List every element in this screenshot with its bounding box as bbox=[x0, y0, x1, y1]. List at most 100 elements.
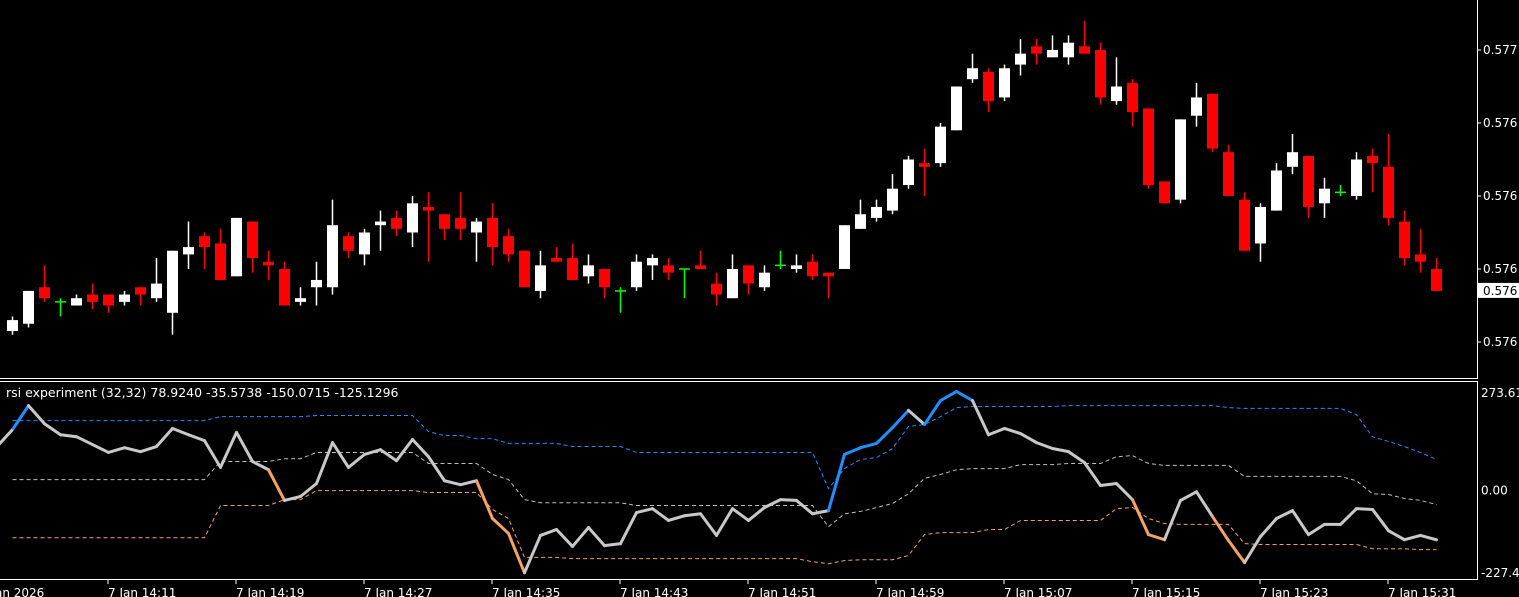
candle-body bbox=[743, 265, 754, 284]
candle bbox=[743, 265, 754, 295]
rsi-line-segment bbox=[75, 435, 94, 447]
candle-body bbox=[1191, 97, 1202, 116]
candle-body bbox=[631, 261, 642, 288]
candle-body bbox=[375, 221, 386, 226]
candle bbox=[887, 174, 898, 215]
candle bbox=[455, 192, 466, 240]
candle bbox=[1351, 152, 1362, 200]
candle-body bbox=[711, 283, 722, 295]
candle bbox=[1383, 133, 1394, 226]
candle-body bbox=[1255, 206, 1266, 244]
candle bbox=[535, 250, 546, 299]
candle-body bbox=[951, 86, 962, 131]
candle bbox=[807, 254, 818, 280]
candle-body bbox=[1367, 155, 1378, 164]
rsi-line-segment bbox=[395, 437, 414, 463]
candle bbox=[1127, 79, 1138, 127]
candle-body bbox=[1431, 269, 1442, 291]
candle bbox=[1223, 144, 1234, 196]
candle-body bbox=[1047, 50, 1058, 58]
candle bbox=[327, 199, 338, 295]
candle-body bbox=[999, 68, 1010, 98]
candle-body bbox=[1159, 181, 1170, 204]
rsi-line-segment bbox=[987, 426, 1006, 437]
rsi-line-segment bbox=[619, 511, 638, 546]
rsi-line-segment bbox=[43, 422, 62, 437]
candle-body bbox=[359, 232, 370, 255]
candle bbox=[583, 254, 594, 284]
candle bbox=[439, 214, 450, 240]
candle bbox=[679, 268, 690, 299]
candle bbox=[279, 261, 290, 306]
candle bbox=[135, 287, 146, 306]
rsi-line-segment bbox=[667, 514, 686, 522]
candle-body bbox=[167, 250, 178, 313]
rsi-line-segment bbox=[939, 389, 958, 403]
rsi-line-segment bbox=[1067, 450, 1086, 465]
rsi-line-segment bbox=[1003, 426, 1022, 436]
candle bbox=[1015, 39, 1026, 76]
rsi-line-segment bbox=[1227, 539, 1246, 565]
candle bbox=[919, 148, 930, 196]
candle-body bbox=[1351, 159, 1362, 196]
candle bbox=[1047, 35, 1058, 58]
candle bbox=[1207, 93, 1218, 153]
rsi-line-segment bbox=[123, 446, 142, 454]
candle-body bbox=[151, 283, 162, 299]
candle-body bbox=[279, 269, 290, 306]
candle bbox=[855, 199, 866, 229]
rsi-line-segment bbox=[795, 498, 814, 516]
candle bbox=[119, 290, 130, 306]
time-tick-label: 7 Jan 14:51 bbox=[748, 586, 816, 597]
candle bbox=[1287, 133, 1298, 175]
rsi-line-segment bbox=[1099, 482, 1118, 487]
candle bbox=[775, 250, 786, 269]
candle-body bbox=[199, 236, 210, 248]
rsi-line-segment bbox=[1051, 447, 1070, 454]
time-tick-label: 7 Jan 15:31 bbox=[1388, 586, 1456, 597]
candle bbox=[791, 254, 802, 273]
rsi-line-segment bbox=[635, 507, 654, 515]
candle bbox=[1271, 163, 1282, 211]
candle-body bbox=[1143, 108, 1154, 186]
candle bbox=[647, 254, 658, 280]
candle-body bbox=[1271, 170, 1282, 211]
candle-body bbox=[599, 269, 610, 288]
rsi-line-segment bbox=[1147, 533, 1166, 542]
candle bbox=[311, 261, 322, 306]
candle-body bbox=[647, 258, 658, 266]
rsi-line-segment bbox=[1019, 432, 1038, 445]
rsi-line-segment bbox=[1115, 482, 1134, 502]
candle-body bbox=[1303, 155, 1314, 207]
rsi-line-segment bbox=[827, 452, 846, 513]
rsi-line-segment bbox=[1339, 507, 1358, 526]
candle-body bbox=[1207, 93, 1218, 149]
rsi-line-segment bbox=[1083, 461, 1102, 487]
candle-body bbox=[1415, 254, 1426, 262]
rsi-line-segment bbox=[523, 533, 542, 575]
candle-body bbox=[311, 279, 322, 288]
candle bbox=[1399, 210, 1410, 266]
time-tick-label: 7 Jan 14:43 bbox=[620, 586, 688, 597]
rsi-line-segment bbox=[603, 542, 622, 548]
rsi-line-segment bbox=[347, 452, 366, 469]
candle bbox=[343, 232, 354, 259]
candle-body bbox=[1015, 53, 1026, 65]
indicator-axis-label: 0.00 bbox=[1481, 484, 1508, 498]
candle-body bbox=[727, 269, 738, 299]
rsi-line-segment bbox=[1291, 509, 1310, 537]
price-tick-label: 0.577 bbox=[1483, 43, 1517, 57]
rsi-line-segment bbox=[875, 426, 894, 445]
rsi-line-segment bbox=[363, 448, 382, 456]
candle bbox=[839, 225, 850, 269]
candle bbox=[263, 250, 274, 280]
rsi-line-segment bbox=[1211, 515, 1230, 543]
candle-body bbox=[1239, 199, 1250, 251]
rsi-line-segment bbox=[779, 498, 798, 502]
candle-body bbox=[1079, 46, 1090, 54]
candle bbox=[1431, 258, 1442, 291]
candle-body bbox=[327, 225, 338, 288]
lower-band-line bbox=[12, 490, 1437, 565]
candle-body bbox=[455, 217, 466, 229]
